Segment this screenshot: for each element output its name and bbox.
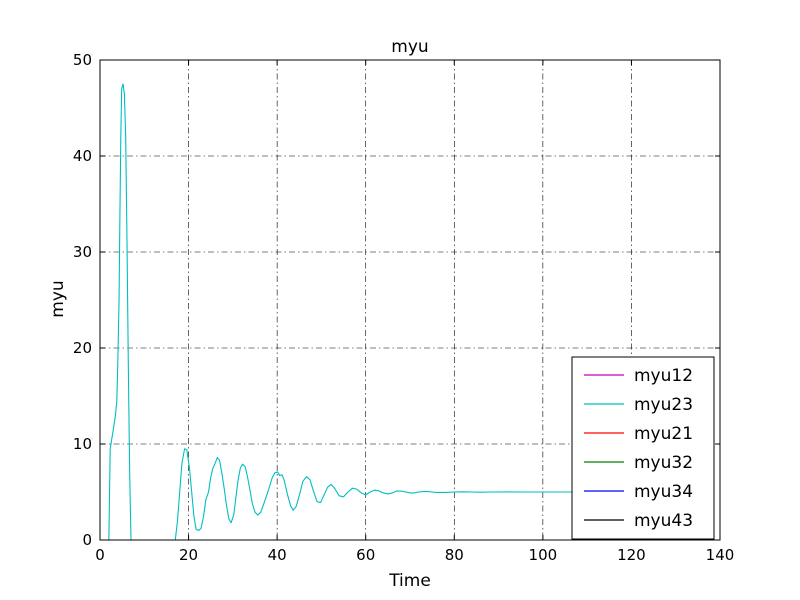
y-tick-label-3: 30 xyxy=(73,243,92,261)
y-tick-label-4: 40 xyxy=(73,147,92,165)
series-lines xyxy=(100,83,641,540)
legend-label-myu23: myu23 xyxy=(634,395,693,415)
plot-frame xyxy=(99,59,721,541)
x-tick-label-7: 140 xyxy=(706,546,735,564)
legend-label-myu12: myu12 xyxy=(634,366,693,386)
x-tick-label-6: 120 xyxy=(617,546,646,564)
x-tick-label-0: 0 xyxy=(95,546,105,564)
x-axis-label: Time xyxy=(388,571,431,591)
legend-label-myu34: myu34 xyxy=(634,482,693,502)
x-tick-label-4: 80 xyxy=(445,546,464,564)
legend-box xyxy=(571,356,715,540)
axis-ticks: 0 20 40 60 80 100 120 140 0 10 20 30 40 50 xyxy=(73,51,734,564)
x-tick-label-3: 60 xyxy=(356,546,375,564)
y-axis-label: myu xyxy=(48,280,68,317)
y-tick-label-1: 10 xyxy=(73,435,92,453)
legend-label-myu21: myu21 xyxy=(634,424,693,444)
x-tick-label-1: 20 xyxy=(179,546,198,564)
y-tick-label-0: 0 xyxy=(82,531,92,549)
y-tick-label-2: 20 xyxy=(73,339,92,357)
x-tick-label-5: 100 xyxy=(529,546,558,564)
y-tick-label-5: 50 xyxy=(73,51,92,69)
series-line-myu23 xyxy=(100,83,641,540)
legend-label-myu32: myu32 xyxy=(634,453,693,473)
chart-title: myu xyxy=(391,37,428,57)
legend: myu12 myu23 myu21 myu32 myu34 myu43 xyxy=(571,356,715,540)
x-tick-label-2: 40 xyxy=(268,546,287,564)
legend-label-myu43: myu43 xyxy=(634,511,693,531)
